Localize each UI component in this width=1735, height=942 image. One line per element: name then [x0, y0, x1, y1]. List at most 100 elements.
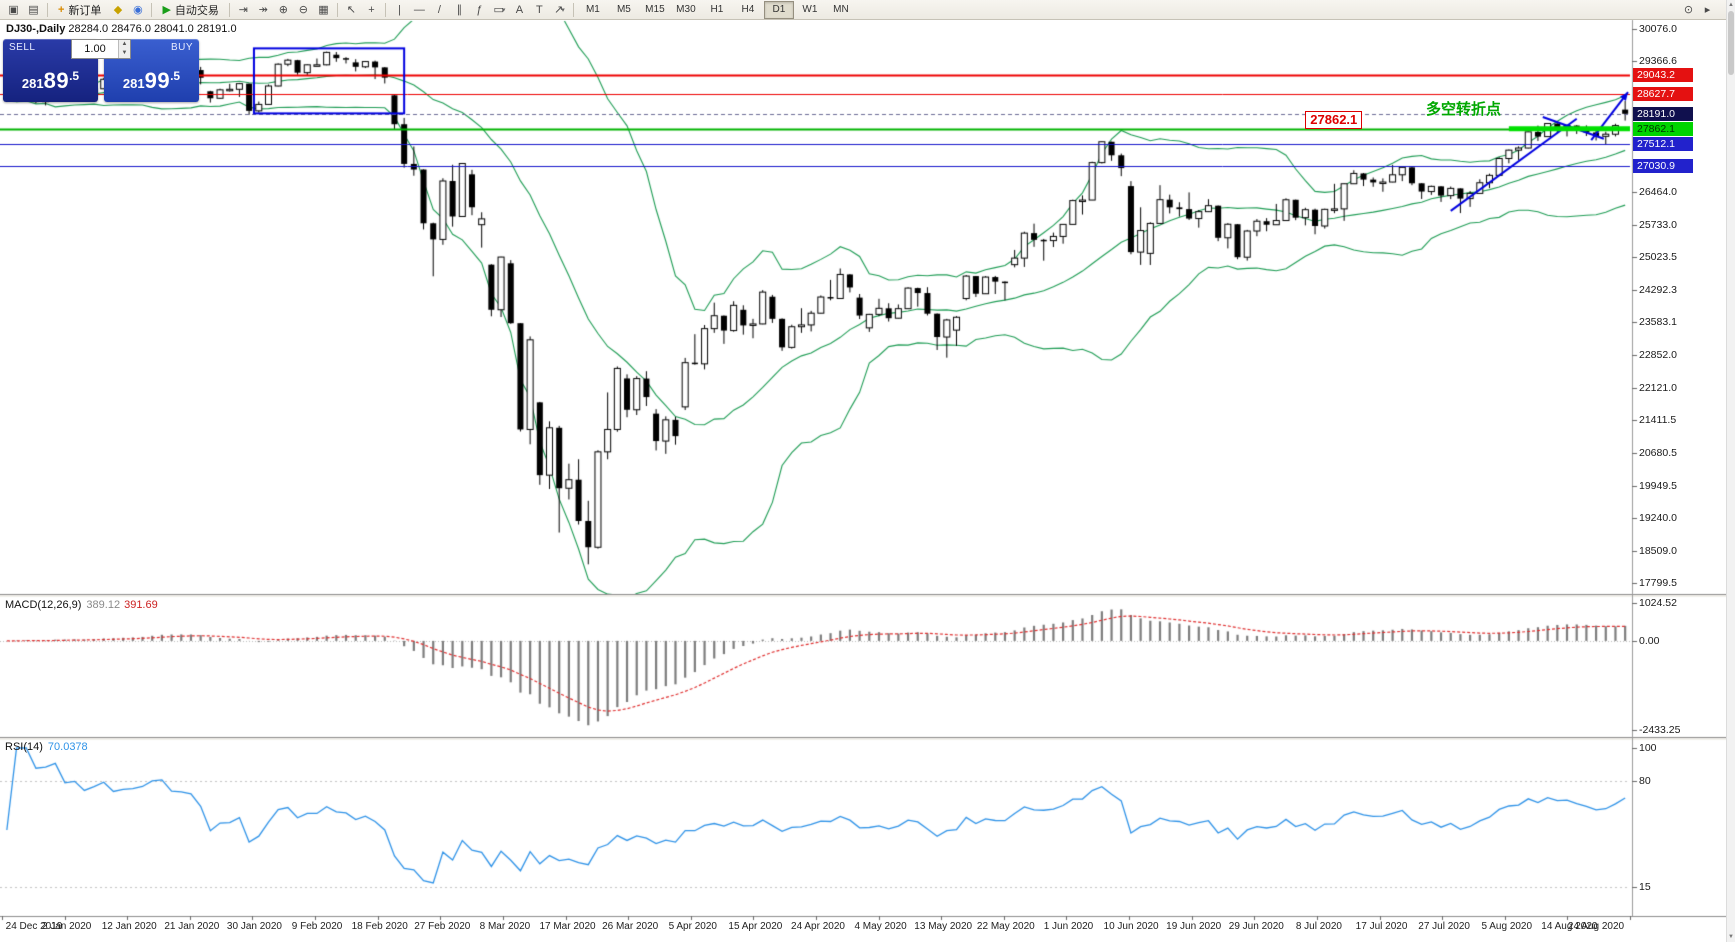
new-chart-window-icon[interactable]: ▣	[8, 4, 19, 16]
price-tick-label: 22121.0	[1639, 381, 1677, 394]
new-order-button[interactable]: + 新订单	[52, 1, 107, 19]
market-watch-icon[interactable]: ◆	[113, 4, 123, 16]
new-order-button-label: 新订单	[68, 4, 102, 17]
timeframe-m5[interactable]: M5	[616, 4, 631, 15]
text-icon[interactable]: A	[515, 3, 524, 16]
new-order-button-icon: +	[58, 3, 65, 16]
date-label: 14 Aug 2020	[1541, 921, 1598, 932]
crosshair-icon[interactable]: +	[368, 3, 375, 16]
date-label: 12 Jan 2020	[101, 921, 157, 932]
scrollbar-thumb[interactable]	[1728, 11, 1734, 75]
toolbar-separator	[572, 2, 574, 17]
price-tick-label: 20680.5	[1639, 446, 1677, 459]
vertical-line-icon[interactable]: |	[397, 3, 401, 16]
cursor-icon[interactable]: ↖	[346, 4, 357, 16]
macd-scale-label: 0.00	[1639, 634, 1660, 647]
timeframe-m1[interactable]: M1	[585, 4, 600, 15]
text-label-icon[interactable]: T	[536, 3, 543, 16]
date-label: 19 Jun 2020	[1166, 921, 1222, 932]
volume-input[interactable]: 1.00 ▲ ▼	[71, 39, 131, 59]
arrows-icon[interactable]: ↗ ▾	[554, 4, 565, 16]
rsi-indicator-label: RSI(14) 70.0378	[5, 741, 88, 753]
toolbar-separator	[336, 2, 338, 17]
date-label: 22 May 2020	[976, 921, 1035, 932]
zoom-in-icon[interactable]: ⊕	[278, 4, 289, 16]
macd-scale-label: -2433.25	[1639, 723, 1681, 736]
price-tick-label: 21411.5	[1639, 413, 1677, 426]
date-label: 10 Jun 2020	[1103, 921, 1159, 932]
date-label: 27 Jul 2020	[1418, 921, 1470, 932]
date-label: 15 Apr 2020	[728, 921, 783, 932]
pointer-icon[interactable]: ▸	[1704, 4, 1711, 16]
chart-title: DJ30-,Daily 28284.0 28476.0 28041.0 2819…	[6, 23, 237, 35]
chart-shift-icon[interactable]: ⇥	[238, 4, 249, 16]
scroll-down-icon[interactable]: ▼	[1728, 934, 1734, 940]
fibonacci-icon[interactable]: ƒ	[476, 3, 483, 16]
search-icon[interactable]: ⊙	[1683, 4, 1694, 16]
date-label: 1 Jun 2020	[1043, 921, 1094, 932]
chevron-down-icon: ▾	[561, 6, 565, 14]
rsi-value: 70.0378	[47, 741, 88, 753]
price-tick-label: 17799.5	[1639, 576, 1677, 589]
data-window-icon[interactable]: ◉	[133, 4, 143, 16]
shapes-icon[interactable]: ▭ ▾	[493, 4, 506, 16]
ohlc-values: 28284.0 28476.0 28041.0 28191.0	[68, 23, 237, 35]
symbol-period-label: DJ30-,Daily	[6, 23, 66, 35]
volume-down-icon[interactable]: ▼	[119, 49, 130, 58]
rsi-name: RSI(14)	[5, 741, 43, 753]
timeframe-d1[interactable]: D1	[763, 0, 794, 19]
date-label: 30 Jan 2020	[226, 921, 282, 932]
date-label: 21 Jan 2020	[164, 921, 220, 932]
timeframe-w1[interactable]: W1	[802, 4, 818, 15]
price-tick-label: 25023.5	[1639, 250, 1677, 263]
volume-up-icon[interactable]: ▲	[119, 40, 130, 49]
tile-windows-icon[interactable]: ▦	[318, 4, 329, 16]
vertical-scrollbar[interactable]: ▲ ▼	[1726, 0, 1735, 942]
price-tick-label: 23583.1	[1639, 315, 1677, 328]
date-label: 8 Jul 2020	[1295, 921, 1342, 932]
macd-name: MACD(12,26,9)	[5, 599, 82, 611]
date-label: 27 Feb 2020	[414, 921, 471, 932]
timeframe-m30[interactable]: M30	[676, 4, 696, 15]
equidistant-channel-icon[interactable]: ∥	[456, 4, 463, 16]
date-label: 17 Mar 2020	[539, 921, 596, 932]
autotrading-button[interactable]: ▶ 自动交易	[156, 1, 224, 19]
buy-price: 28199.5	[122, 68, 181, 93]
toolbar: ▣ ▤ + 新订单 ◆ ◉ ▶ 自动交易 ⇥ ↠ ⊕ ⊖ ▦ ↖ + | — / ∥ ƒ ▭ ▾ A T ↗ ▾ M1 M5 M15 M3…	[0, 0, 1735, 20]
rsi-scale-label: 100	[1639, 742, 1657, 754]
price-tick-label: 18509.0	[1639, 544, 1677, 557]
date-label: 18 Feb 2020	[351, 921, 408, 932]
timeframe-h1[interactable]: H1	[710, 4, 724, 15]
price-level-tag[interactable]: 27862.1	[1305, 110, 1363, 129]
chevron-down-icon: ▾	[501, 6, 506, 14]
timeframe-mn[interactable]: MN	[833, 4, 849, 15]
horizontal-line-icon[interactable]: —	[413, 3, 425, 16]
auto-scroll-icon[interactable]: ↠	[258, 4, 269, 16]
toolbar-separator	[151, 2, 153, 17]
sell-label: SELL	[9, 42, 36, 53]
timeframe-h4[interactable]: H4	[741, 4, 755, 15]
volume-stepper[interactable]: ▲ ▼	[118, 40, 130, 58]
trendline-icon[interactable]: /	[437, 3, 441, 16]
zoom-out-icon[interactable]: ⊖	[298, 4, 309, 16]
toolbar-separator	[47, 2, 48, 17]
turning-point-annotation[interactable]: 多空转折点	[1426, 101, 1502, 119]
timeframe-m15[interactable]: M15	[645, 4, 665, 15]
sell-price: 28189.5	[21, 68, 80, 93]
date-label: 24 Dec 2019	[5, 921, 63, 932]
date-label: 17 Jul 2020	[1355, 921, 1408, 932]
macd-value: 389.12	[86, 599, 121, 611]
date-label: 8 Mar 2020	[479, 921, 531, 932]
macd-scale-label: 1024.52	[1639, 597, 1677, 610]
scroll-up-icon[interactable]: ▲	[1728, 2, 1734, 8]
price-level-label: 27862.1	[1633, 121, 1693, 136]
chart-profiles-icon[interactable]: ▤	[28, 4, 39, 16]
date-label: 5 Apr 2020	[668, 921, 717, 932]
date-label: 24 Aug 2020	[1567, 921, 1625, 932]
price-tick-label: 22852.0	[1639, 348, 1677, 361]
volume-value: 1.00	[84, 43, 106, 55]
price-level-label: 28627.7	[1633, 87, 1693, 102]
rsi-scale-label: 15	[1639, 881, 1651, 894]
date-label: 9 Feb 2020	[291, 921, 343, 932]
